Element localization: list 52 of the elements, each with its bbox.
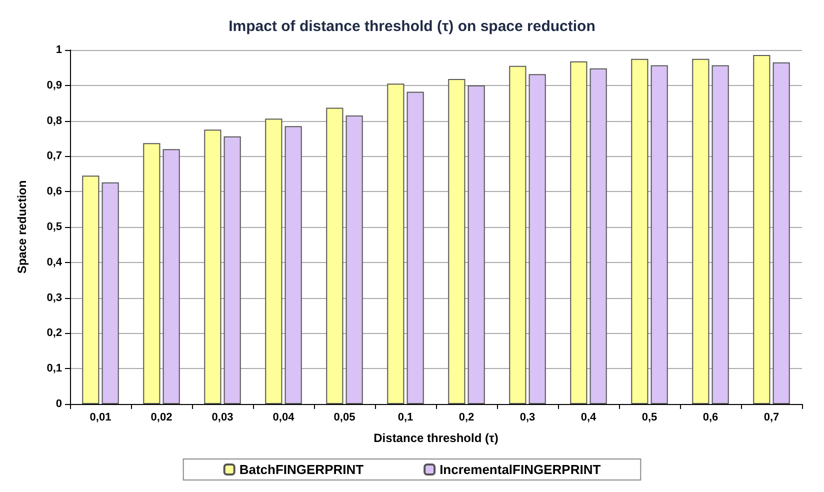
bar [204, 130, 222, 404]
x-tick-label: 0,7 [764, 412, 780, 424]
y-tick-label: 0 [56, 398, 62, 410]
y-tick-label: 0,8 [46, 114, 62, 127]
y-tick-label: 0,5 [46, 221, 62, 233]
y-tick-label: 1 [56, 44, 62, 56]
bar [284, 126, 302, 404]
bar [387, 84, 404, 404]
x-tick-label: 0,4 [580, 412, 598, 424]
bar [224, 136, 241, 404]
y-tick-label: 0,3 [46, 292, 62, 304]
x-tick-label: 0,02 [150, 412, 172, 424]
bar [590, 68, 607, 404]
bar [406, 92, 424, 404]
x-tick-label: 0,2 [458, 412, 474, 424]
y-axis-title: Space reduction [15, 180, 29, 274]
bar [570, 61, 588, 404]
bar [528, 74, 546, 404]
y-tick-label: 0,6 [46, 186, 62, 198]
x-axis-title: Distance threshold (τ) [374, 431, 498, 445]
chart-title: Impact of distance threshold (τ) on space reduction [228, 18, 596, 35]
bar [143, 143, 160, 404]
legend-label: IncrementalFINGERPRINT [440, 462, 601, 477]
bar [772, 62, 790, 404]
bar [448, 79, 466, 404]
bar [650, 65, 668, 404]
x-tick-label: 0,03 [212, 412, 234, 424]
bar [753, 54, 770, 404]
x-tick-label: 0,3 [520, 412, 536, 424]
bar [712, 65, 729, 404]
bar [631, 58, 648, 404]
x-tick-label: 0,04 [272, 412, 296, 424]
bar [82, 176, 100, 404]
x-tick-label: 0,5 [642, 412, 658, 424]
x-tick-label: 0,01 [90, 412, 112, 424]
y-tick-label: 0,2 [46, 327, 62, 340]
x-tick-label: 0,1 [398, 412, 414, 424]
y-tick-label: 0,7 [46, 150, 62, 162]
legend-label: BatchFINGERPRINT [239, 462, 364, 477]
y-tick-label: 0,1 [46, 362, 62, 375]
bar [346, 115, 363, 404]
bar [468, 85, 485, 404]
bar [265, 118, 282, 404]
bar [162, 149, 180, 404]
bar [326, 108, 344, 404]
x-tick-label: 0,6 [702, 412, 718, 424]
y-tick-label: 0,9 [46, 79, 62, 92]
bar [692, 58, 710, 404]
y-tick-label: 0,4 [46, 256, 63, 268]
bar [509, 66, 526, 404]
bar [102, 182, 119, 404]
x-tick-label: 0,05 [334, 412, 356, 424]
